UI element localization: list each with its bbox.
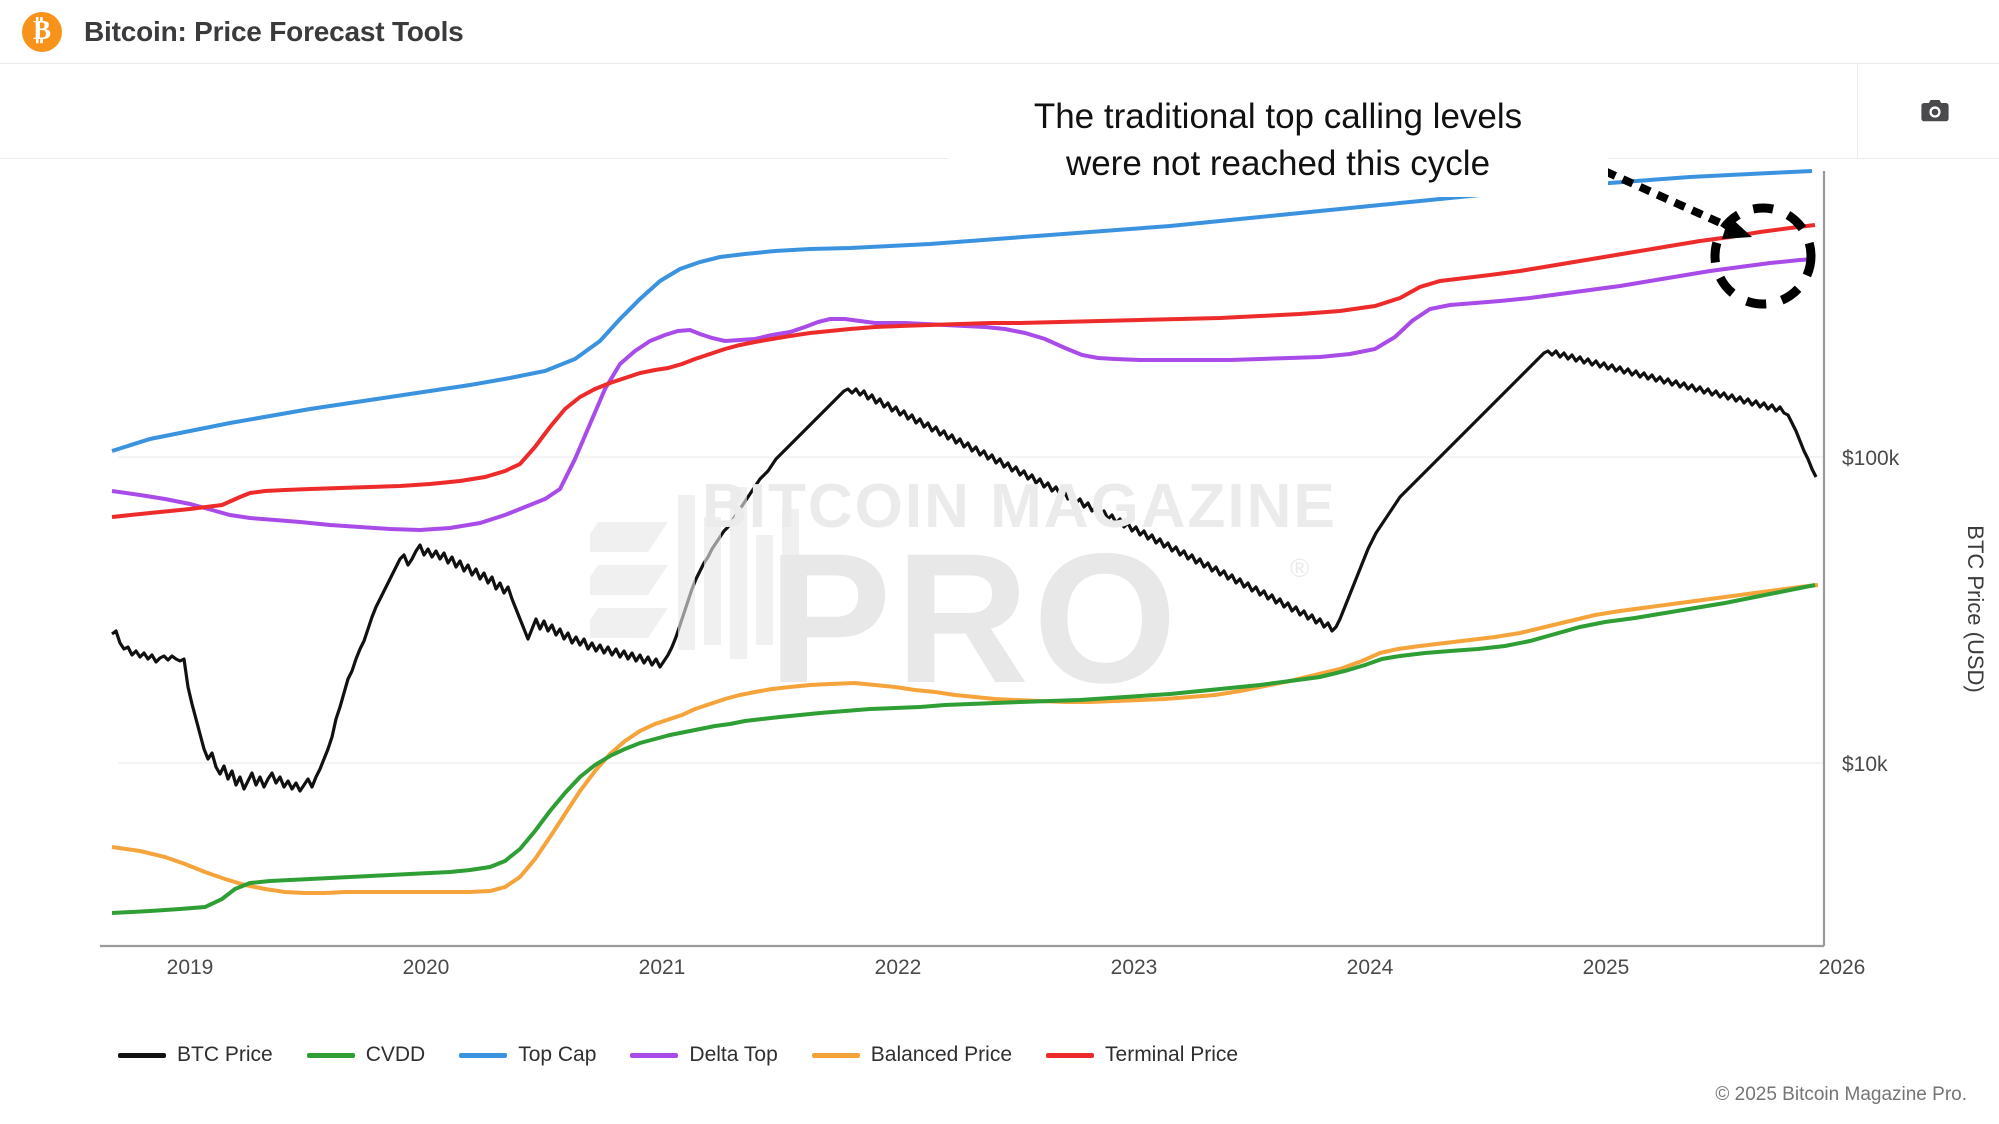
legend-label-terminal-price: Terminal Price: [1105, 1043, 1239, 1066]
series-top-cap: [111, 169, 1813, 453]
x-tick-2020: 2020: [403, 956, 450, 979]
price-forecast-chart: $100k $10k BTC Price (USD) 2019 2020 202…: [100, 167, 1988, 979]
series-cvdd: [111, 583, 1816, 915]
legend-label-top-cap: Top Cap: [518, 1043, 597, 1066]
series-terminal-price: [111, 223, 1816, 519]
legend-swatch-balanced-price: [811, 1052, 860, 1058]
legend-cvdd[interactable]: CVDD: [306, 1043, 426, 1067]
x-tick-2023: 2023: [1111, 956, 1158, 979]
legend-top-cap[interactable]: Top Cap: [459, 1043, 596, 1067]
legend-swatch-btc-price: [118, 1052, 166, 1058]
series-btc-price: [111, 349, 1818, 793]
legend-delta-top[interactable]: Delta Top: [630, 1043, 778, 1067]
x-tick-2025: 2025: [1583, 956, 1630, 979]
legend-swatch-terminal-price: [1046, 1052, 1095, 1058]
y-tick-10k: $10k: [1842, 753, 1888, 776]
legend-swatch-delta-top: [630, 1052, 679, 1058]
legend-swatch-top-cap: [459, 1052, 508, 1058]
y-tick-100k: $100k: [1842, 447, 1900, 470]
x-tick-2019: 2019: [167, 956, 214, 979]
bitcoin-glyph: ₿: [32, 15, 51, 45]
series-delta-top: [111, 257, 1816, 533]
legend-btc-price[interactable]: BTC Price: [118, 1043, 273, 1067]
annotation-line-1: The traditional top calling levels: [1033, 97, 1523, 136]
x-tick-2026: 2026: [1819, 956, 1866, 979]
legend-terminal-price[interactable]: Terminal Price: [1046, 1043, 1238, 1067]
chart-legend: BTC Price CVDD Top Cap Delta Top Balance…: [0, 1035, 1999, 1075]
legend-balanced-price[interactable]: Balanced Price: [811, 1043, 1013, 1067]
legend-label-cvdd: CVDD: [365, 1043, 426, 1066]
toolbar-divider: [1857, 64, 1858, 159]
dashed-circle-icon: [1710, 203, 1816, 309]
chart-annotation: The traditional top calling levels were …: [948, 88, 1608, 198]
page-header: ₿ Bitcoin: Price Forecast Tools: [0, 0, 1999, 64]
legend-label-btc-price: BTC Price: [177, 1043, 273, 1066]
legend-label-delta-top: Delta Top: [689, 1043, 778, 1066]
x-tick-2022: 2022: [875, 956, 922, 979]
bitcoin-icon: ₿: [22, 11, 62, 52]
footer-copyright: © 2025 Bitcoin Magazine Pro.: [1715, 1084, 1967, 1105]
legend-label-balanced-price: Balanced Price: [870, 1043, 1013, 1066]
camera-icon: [1921, 100, 1949, 122]
screenshot-button[interactable]: [1913, 91, 1957, 131]
x-tick-2021: 2021: [639, 956, 686, 979]
page-title: Bitcoin: Price Forecast Tools: [84, 15, 464, 47]
y-axis-label: BTC Price (USD): [1963, 525, 1988, 692]
x-tick-2024: 2024: [1347, 956, 1394, 979]
annotation-line-2: were not reached this cycle: [1065, 143, 1491, 183]
series-balanced-price: [111, 583, 1819, 895]
dotted-arrow-icon: [1603, 167, 1752, 239]
chart-container: BITCOIN MAGAZINE PRO ® $100k $10k BTC Pr…: [0, 159, 1999, 1059]
legend-swatch-cvdd: [306, 1052, 355, 1058]
